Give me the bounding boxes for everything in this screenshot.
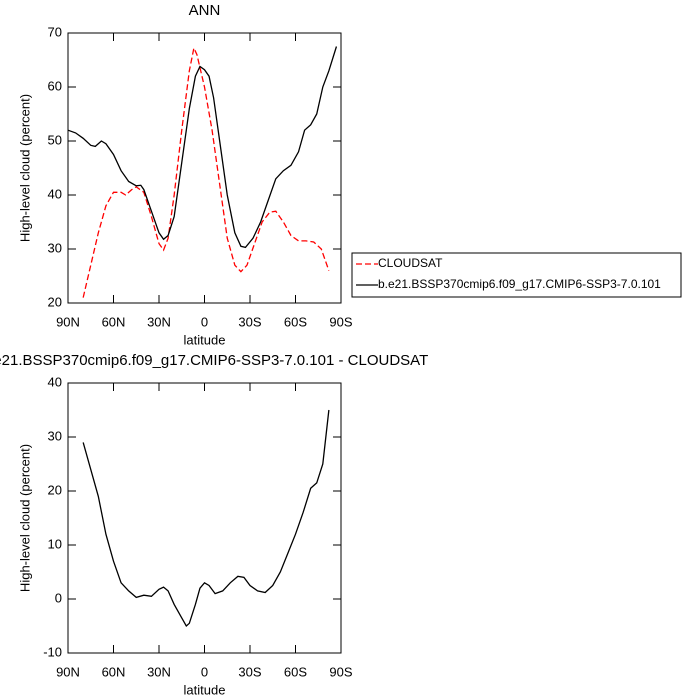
chart-title: b.e21.BSSP370cmip6.f09_g17.CMIP6-SSP3-7.… bbox=[0, 352, 428, 369]
y-tick-label: 60 bbox=[48, 78, 62, 93]
legend-label: b.e21.BSSP370cmip6.f09_g17.CMIP6-SSP3-7.… bbox=[378, 277, 661, 291]
y-tick-label: 40 bbox=[48, 186, 62, 201]
y-tick-label: -10 bbox=[43, 644, 62, 659]
x-tick-label: 60N bbox=[102, 664, 126, 679]
x-tick-label: 90S bbox=[329, 314, 352, 329]
y-tick-label: 70 bbox=[48, 24, 62, 39]
data-line bbox=[82, 46, 330, 298]
data-line bbox=[67, 46, 338, 249]
data-line bbox=[82, 409, 330, 628]
y-tick-label: 30 bbox=[48, 240, 62, 255]
legend: CLOUDSAT b.e21.BSSP370cmip6.f09_g17.CMIP6… bbox=[351, 252, 682, 298]
y-tick-label: 10 bbox=[48, 536, 62, 551]
plot-frame bbox=[67, 382, 342, 654]
x-tick-label: 0 bbox=[201, 314, 208, 329]
x-tick-label: 0 bbox=[201, 664, 208, 679]
x-tick-label: 90N bbox=[56, 314, 80, 329]
legend-frame bbox=[351, 252, 682, 298]
legend-label: CLOUDSAT bbox=[378, 256, 443, 270]
x-tick-label: 30N bbox=[147, 664, 171, 679]
x-tick-label: 30S bbox=[238, 314, 261, 329]
x-axis-label: latitude bbox=[184, 332, 226, 347]
x-tick-label: 60S bbox=[284, 664, 307, 679]
y-tick-label: 50 bbox=[48, 132, 62, 147]
plot-frame bbox=[67, 32, 342, 304]
x-tick-label: 60N bbox=[102, 314, 126, 329]
x-tick-label: 90N bbox=[56, 664, 80, 679]
x-tick-label: 60S bbox=[284, 314, 307, 329]
y-tick-label: 20 bbox=[48, 482, 62, 497]
x-tick-label: 90S bbox=[329, 664, 352, 679]
y-tick-label: 20 bbox=[48, 294, 62, 309]
x-tick-label: 30N bbox=[147, 314, 171, 329]
chart-title: ANN bbox=[189, 2, 221, 19]
y-axis-label: High-level cloud (percent) bbox=[17, 94, 32, 242]
y-tick-label: 0 bbox=[55, 590, 62, 605]
x-tick-label: 30S bbox=[238, 664, 261, 679]
x-axis-label: latitude bbox=[184, 682, 226, 697]
y-tick-label: 30 bbox=[48, 428, 62, 443]
y-axis-label: High-level cloud (percent) bbox=[17, 444, 32, 592]
y-tick-label: 40 bbox=[48, 374, 62, 389]
